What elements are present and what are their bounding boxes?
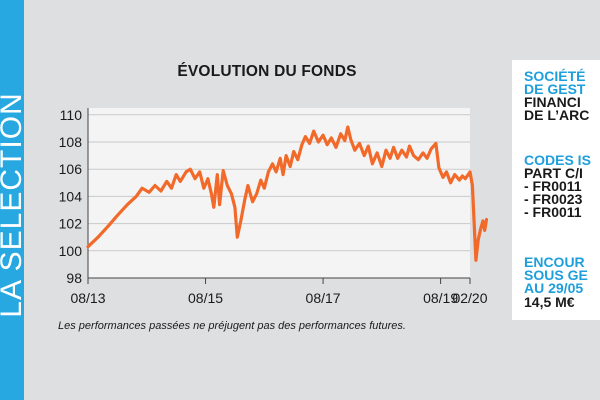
y-tick-label: 98: [66, 270, 82, 286]
aum-heading-line-2: SOUS GE: [524, 267, 588, 283]
line-chart: 98 100 102 104 106 108 110 08/13 08/15 08/17 08/19…: [59, 107, 489, 306]
chart-title: ÉVOLUTION DU FONDS: [177, 63, 357, 80]
company-name-line-1: FINANCI: [524, 94, 581, 110]
isin-code-3: - FR0011: [524, 204, 582, 220]
company-name-line-2: DE L’ARC: [524, 107, 590, 123]
isin-code-2: - FR0023: [524, 191, 583, 207]
company-heading-line-1: SOCIÉTÉ: [524, 68, 586, 84]
y-tick-label: 110: [60, 107, 83, 123]
fund-info-panel: SOCIÉTÉ DE GEST FINANCI DE L’ARC CODES I…: [512, 60, 600, 320]
aum-heading-line-3: AU 29/05: [524, 280, 584, 296]
aum-heading-line-1: ENCOUR: [524, 254, 585, 270]
y-tick-label: 108: [59, 134, 83, 150]
x-tick-label: 08/15: [188, 290, 223, 306]
company-heading-line-2: DE GEST: [524, 81, 586, 97]
fund-performance-line: [86, 125, 489, 262]
codes-heading: CODES IS: [524, 152, 591, 168]
aum-value: 14,5 M€: [524, 294, 575, 310]
codes-subheading: PART C/I: [524, 165, 583, 181]
y-tick-label: 102: [59, 216, 83, 232]
footnote: Les performances passées ne préjugent pa…: [58, 320, 406, 332]
x-tick-label: 02/20: [452, 290, 487, 306]
y-tick-label: 100: [59, 243, 83, 259]
x-tick-label: 08/19: [423, 290, 458, 306]
side-banner: LA SÉLECTION: [0, 0, 28, 400]
x-tick-label: 08/17: [306, 290, 341, 306]
x-tick-label: 08/13: [70, 290, 105, 306]
isin-code-1: - FR0011: [524, 178, 582, 194]
y-tick-label: 104: [59, 188, 83, 204]
plot-area: [88, 108, 470, 278]
y-tick-label: 106: [59, 161, 83, 177]
